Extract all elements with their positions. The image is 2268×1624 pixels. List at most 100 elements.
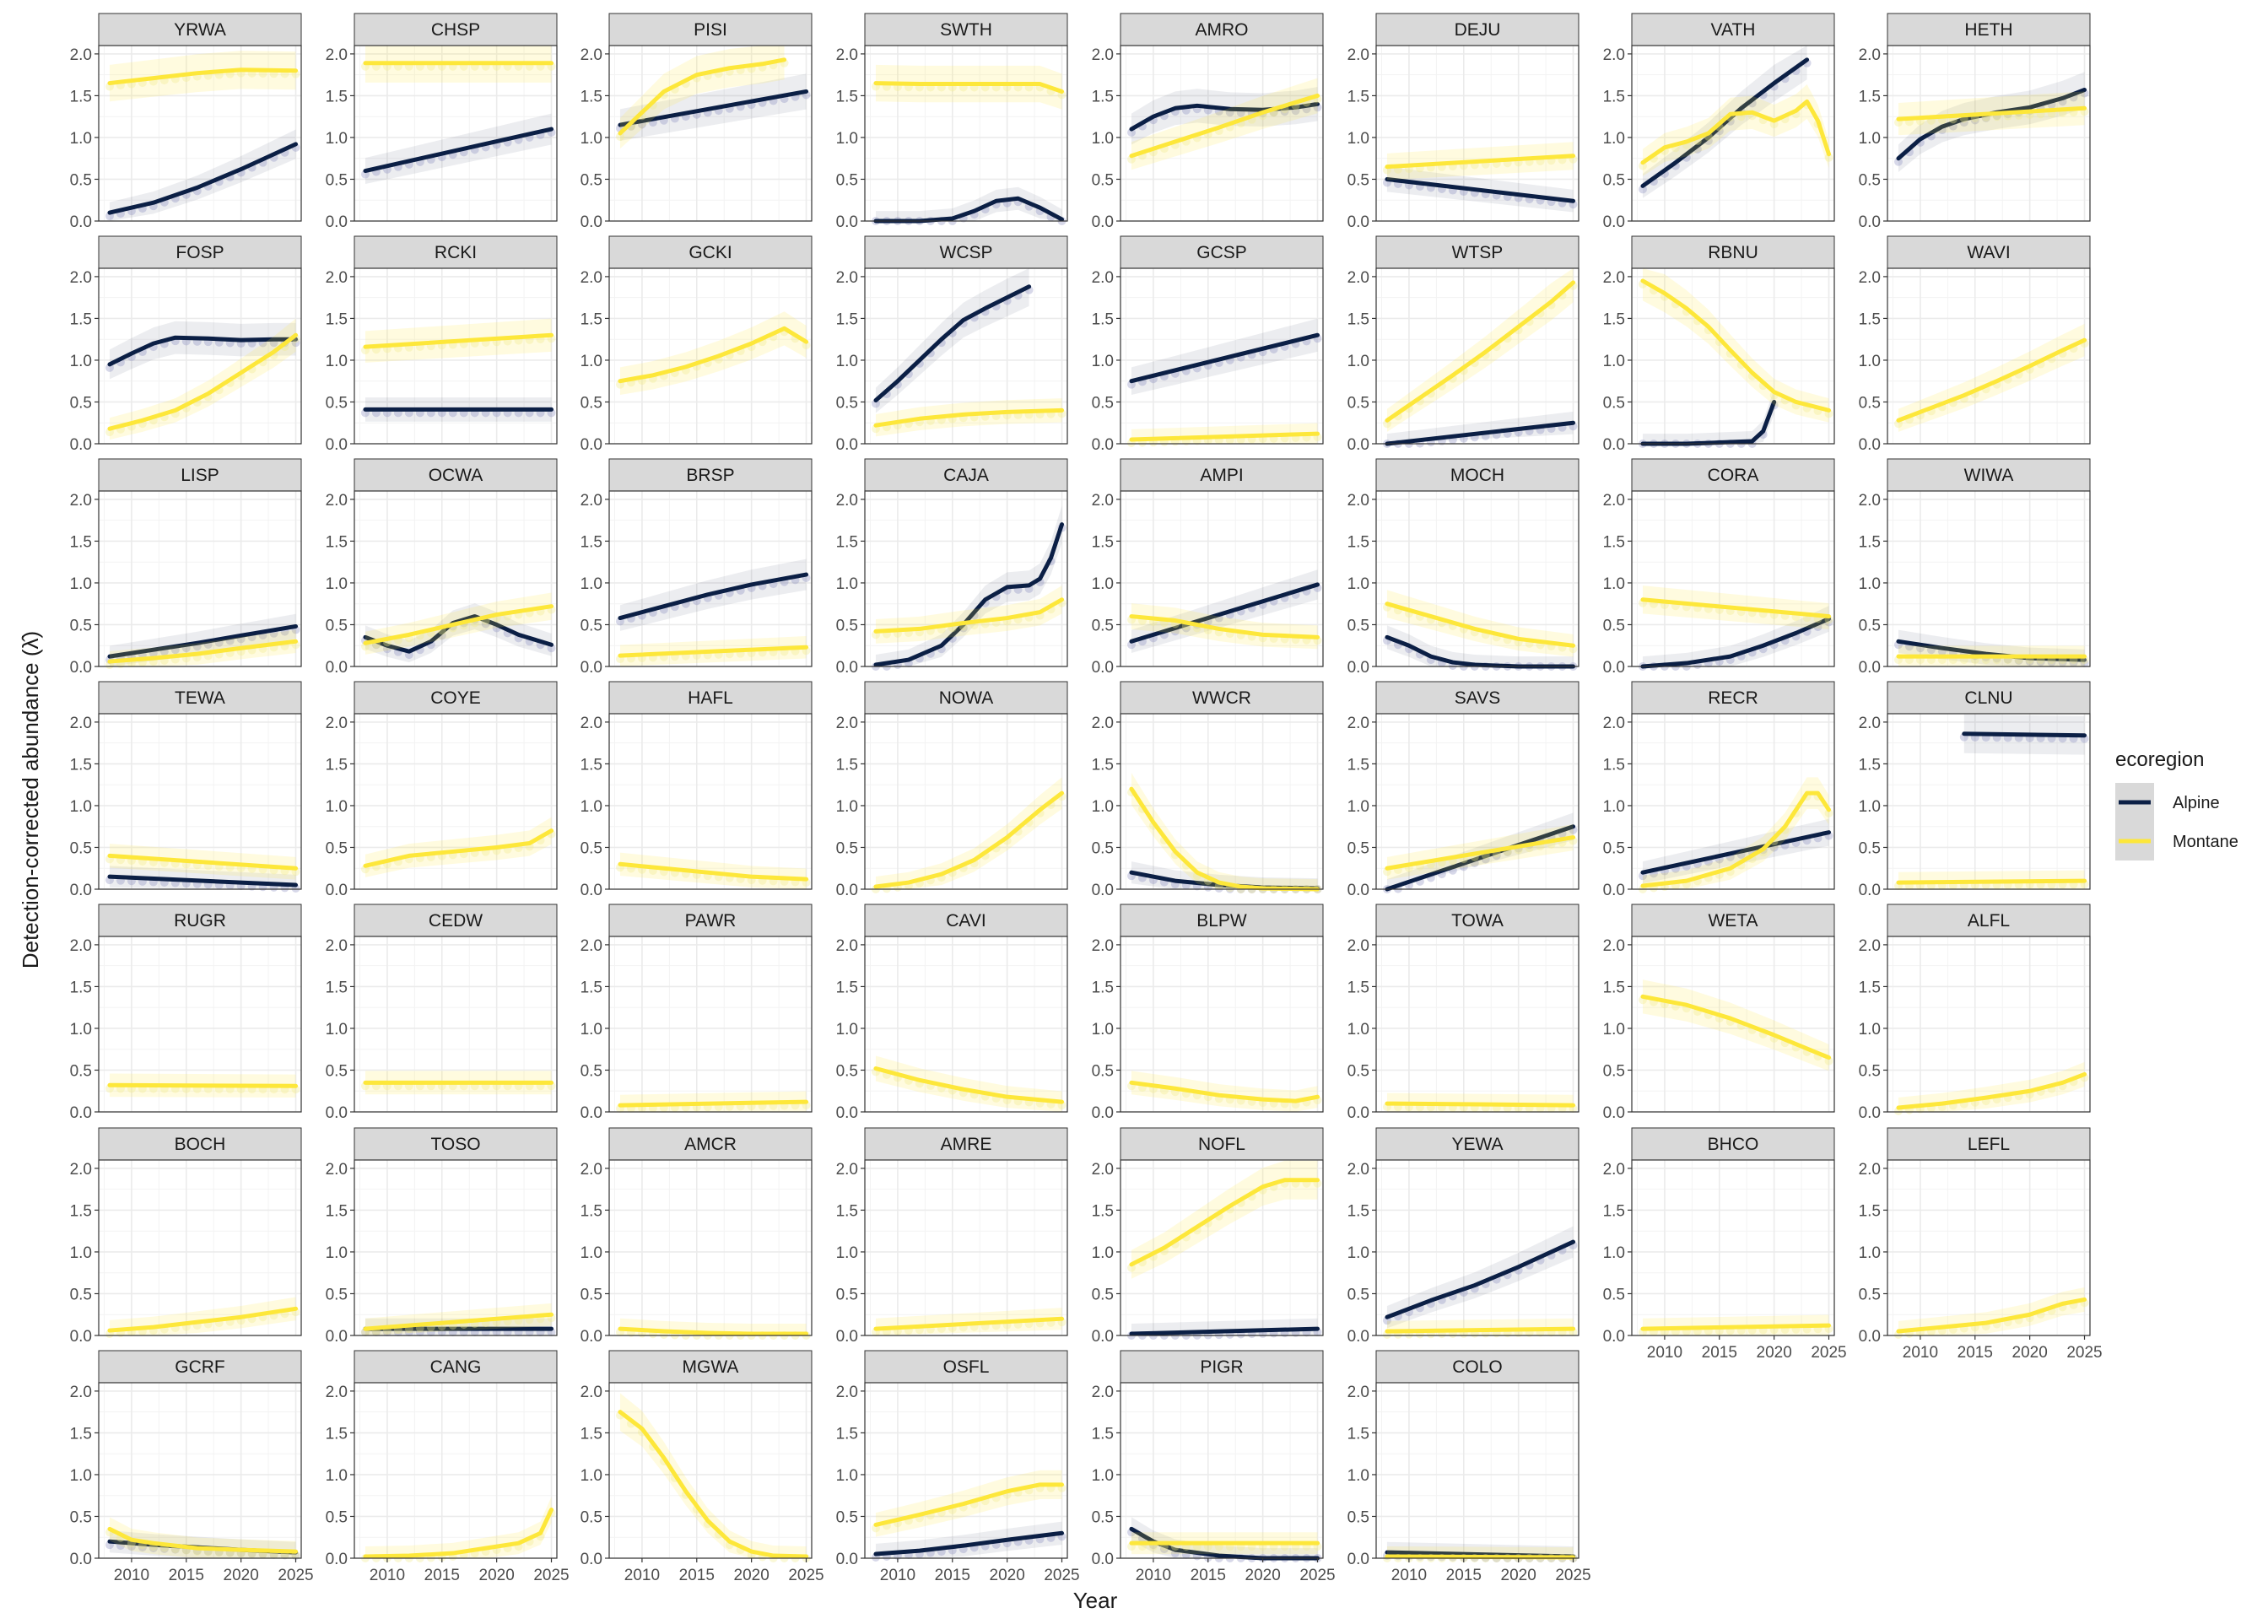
facet-strip-label: HAFL <box>688 688 733 708</box>
facet-strip <box>1887 904 2091 937</box>
x-tick-label: 2020 <box>1245 1567 1281 1584</box>
fit-line-alpine <box>873 522 1065 667</box>
y-tick-label: 2.0 <box>326 937 348 955</box>
panel-border <box>354 45 558 222</box>
y-tick-label: 1.5 <box>326 88 348 105</box>
y-tick-label: 0.5 <box>580 617 602 634</box>
facet-strip-label: BOCH <box>175 1135 226 1154</box>
y-tick-label: 1.5 <box>1347 756 1369 774</box>
y-tick-label: 2.0 <box>1092 46 1114 64</box>
ribbon-montane <box>619 311 807 396</box>
y-tick-label: 0.0 <box>836 1104 858 1122</box>
facet-strip-label: AMRO <box>1196 20 1249 40</box>
facet-strip <box>1631 904 1835 937</box>
y-tick-label: 1.0 <box>836 1021 858 1039</box>
facet-panel-tewa: TEWA 0.0 0.5 1.0 1.5 2.0 <box>70 681 302 899</box>
facet-panel-alfl: ALFL 0.0 0.5 1.0 1.5 2.0 <box>1859 904 2091 1122</box>
fit-line-montane <box>1385 1101 1576 1108</box>
panel-border <box>1375 490 1580 667</box>
y-tick-label: 1.0 <box>70 1021 92 1039</box>
facet-strip-label: GCSP <box>1196 243 1247 262</box>
y-tick-label: 0.5 <box>326 1062 348 1080</box>
panel-border <box>1120 1159 1324 1336</box>
facet-panel-wtsp: WTSP 0.0 0.5 1.0 1.5 2.0 <box>1347 235 1580 454</box>
y-tick-label: 1.5 <box>70 1425 92 1443</box>
panel-border <box>98 1159 302 1336</box>
y-tick-label: 2.0 <box>1092 1161 1114 1179</box>
y-tick-label: 1.5 <box>326 979 348 996</box>
x-tick-label: 2015 <box>679 1567 715 1584</box>
y-tick-label: 2.0 <box>70 492 92 510</box>
y-tick-label: 0.5 <box>1092 394 1114 412</box>
y-tick-label: 1.0 <box>1347 1021 1369 1039</box>
facet-strip-label: FOSP <box>176 243 224 262</box>
y-tick-label: 1.5 <box>1347 979 1369 996</box>
y-tick-label: 2.0 <box>1092 492 1114 510</box>
y-tick-label: 0.5 <box>70 839 92 857</box>
y-tick-label: 0.0 <box>580 213 602 231</box>
y-tick-label: 2.0 <box>1347 46 1369 64</box>
y-tick-label: 0.5 <box>326 617 348 634</box>
y-tick-label: 0.0 <box>580 1551 602 1568</box>
y-tick-label: 2.0 <box>1859 46 1881 64</box>
y-tick-label: 0.0 <box>836 213 858 231</box>
y-tick-label: 0.0 <box>326 1328 348 1346</box>
y-tick-label: 0.5 <box>1092 617 1114 634</box>
x-tick-label: 2015 <box>935 1567 970 1584</box>
facet-panel-lisp: LISP 0.0 0.5 1.0 1.5 2.0 <box>70 458 302 677</box>
data-point <box>615 132 624 141</box>
facet-strip <box>354 1127 558 1161</box>
facet-panel-nofl: NOFL 0.0 0.5 1.0 1.5 2.0 <box>1092 1127 1324 1346</box>
facet-strip-label: BLPW <box>1196 911 1247 931</box>
panel-border <box>864 490 1068 667</box>
fit-line-alpine <box>873 1530 1065 1557</box>
facet-panel-wavi: WAVI 0.0 0.5 1.0 1.5 2.0 <box>1859 235 2091 454</box>
y-tick-label: 2.0 <box>1092 937 1114 955</box>
facet-strip <box>354 235 558 269</box>
facet-panel-ampi: AMPI 0.0 0.5 1.0 1.5 2.0 <box>1092 458 1324 677</box>
panel-border <box>864 267 1068 445</box>
y-tick-label: 0.5 <box>1859 1062 1881 1080</box>
facet-panel-bhco: BHCO 0.0 0.5 1.0 1.5 2.0 2010 2015 2020 2025 <box>1603 1127 1847 1362</box>
y-tick-label: 0.5 <box>836 171 858 189</box>
facet-strip-label: SWTH <box>940 20 992 40</box>
y-tick-label: 0.5 <box>836 839 858 857</box>
fit-line-alpine <box>873 284 1032 402</box>
y-tick-label: 0.5 <box>836 617 858 634</box>
facet-strip <box>608 13 813 46</box>
y-tick-label: 1.0 <box>1603 1244 1625 1262</box>
y-tick-label: 1.5 <box>1603 88 1625 105</box>
fit-line-montane <box>618 1099 809 1108</box>
panel-border <box>98 45 302 222</box>
y-tick-label: 0.0 <box>580 1328 602 1346</box>
facet-strip <box>608 1127 813 1161</box>
x-tick-label: 2010 <box>880 1567 915 1584</box>
x-tick-label: 2020 <box>479 1567 515 1584</box>
y-tick-label: 0.5 <box>326 839 348 857</box>
fit-line-montane <box>1129 1178 1320 1267</box>
y-tick-label: 2.0 <box>1347 269 1369 287</box>
y-tick-label: 0.5 <box>1859 394 1881 412</box>
y-tick-label: 0.0 <box>836 882 858 899</box>
panel-border <box>1631 267 1835 445</box>
panel-background <box>609 936 812 1112</box>
y-tick-label: 1.0 <box>1347 575 1369 593</box>
facet-panel-pawr: PAWR 0.0 0.5 1.0 1.5 2.0 <box>580 904 813 1122</box>
y-tick-label: 2.0 <box>1603 492 1625 510</box>
y-tick-label: 2.0 <box>70 46 92 64</box>
fit-line-alpine <box>1129 582 1320 644</box>
fit-line-montane <box>873 597 1065 634</box>
facet-panel-weta: WETA 0.0 0.5 1.0 1.5 2.0 <box>1603 904 1835 1122</box>
facet-panel-wwcr: WWCR 0.0 0.5 1.0 1.5 2.0 <box>1092 681 1324 899</box>
panel-border <box>1631 713 1835 890</box>
panel-background <box>609 1160 812 1335</box>
panel-border <box>1120 1382 1324 1559</box>
facet-strip-label: GCKI <box>688 243 732 262</box>
y-tick-label: 2.0 <box>70 715 92 732</box>
facet-strip <box>354 681 558 715</box>
y-tick-label: 0.0 <box>70 1551 92 1568</box>
ribbon-montane <box>364 1497 552 1558</box>
y-tick-label: 1.0 <box>326 575 348 593</box>
ribbon-montane <box>1131 603 1318 650</box>
